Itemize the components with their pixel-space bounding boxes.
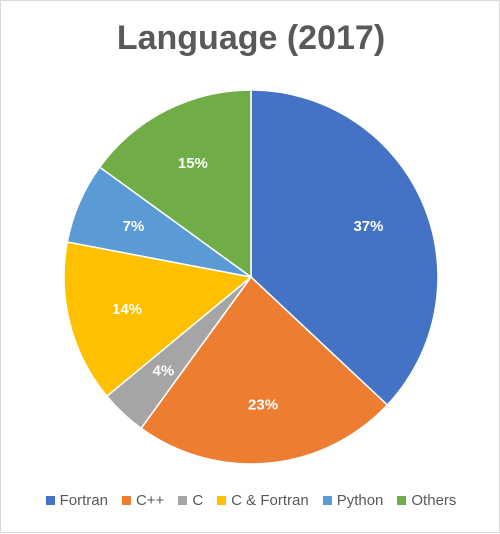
legend-label-others: Others [411, 492, 457, 509]
pie-slice-c-fortran [63, 241, 253, 398]
legend-swatch-c [178, 496, 188, 505]
chart-title: Language (2017) [116, 19, 386, 57]
legend-item-c: C [178, 492, 203, 509]
data-label-cpp: 23% [248, 396, 278, 413]
legend-item-c-fortran: C & Fortran [217, 492, 309, 509]
legend-label-c: C [192, 492, 204, 509]
data-label-c: 4% [153, 362, 175, 379]
legend-swatch-cpp [121, 496, 131, 505]
legend-item-cpp: C++ [121, 492, 165, 509]
legend-swatch-others [397, 496, 407, 505]
data-label-c-fortran: 14% [112, 301, 142, 318]
legend-swatch-python [322, 496, 332, 505]
data-label-others: 15% [178, 155, 208, 172]
legend-swatch-fortran [45, 496, 55, 505]
legend-label-fortran: Fortran [59, 492, 108, 509]
pie-slice-fortran [250, 89, 439, 407]
legend-item-others: Others [397, 492, 456, 509]
chart-legend: Fortran C++ C C & Fortran Python Others [1, 492, 500, 509]
legend-item-python: Python [322, 492, 384, 509]
legend-item-fortran: Fortran [45, 492, 108, 509]
pie-slice-cpp [140, 275, 389, 465]
legend-label-cpp: C++ [135, 492, 165, 509]
pie-slice-others [98, 89, 252, 279]
legend-swatch-c-fortran [217, 496, 227, 505]
data-label-python: 7% [123, 218, 145, 235]
legend-label-python: Python [336, 492, 384, 509]
data-label-fortran: 37% [353, 218, 383, 235]
legend-label-c-fortran: C & Fortran [231, 492, 309, 509]
